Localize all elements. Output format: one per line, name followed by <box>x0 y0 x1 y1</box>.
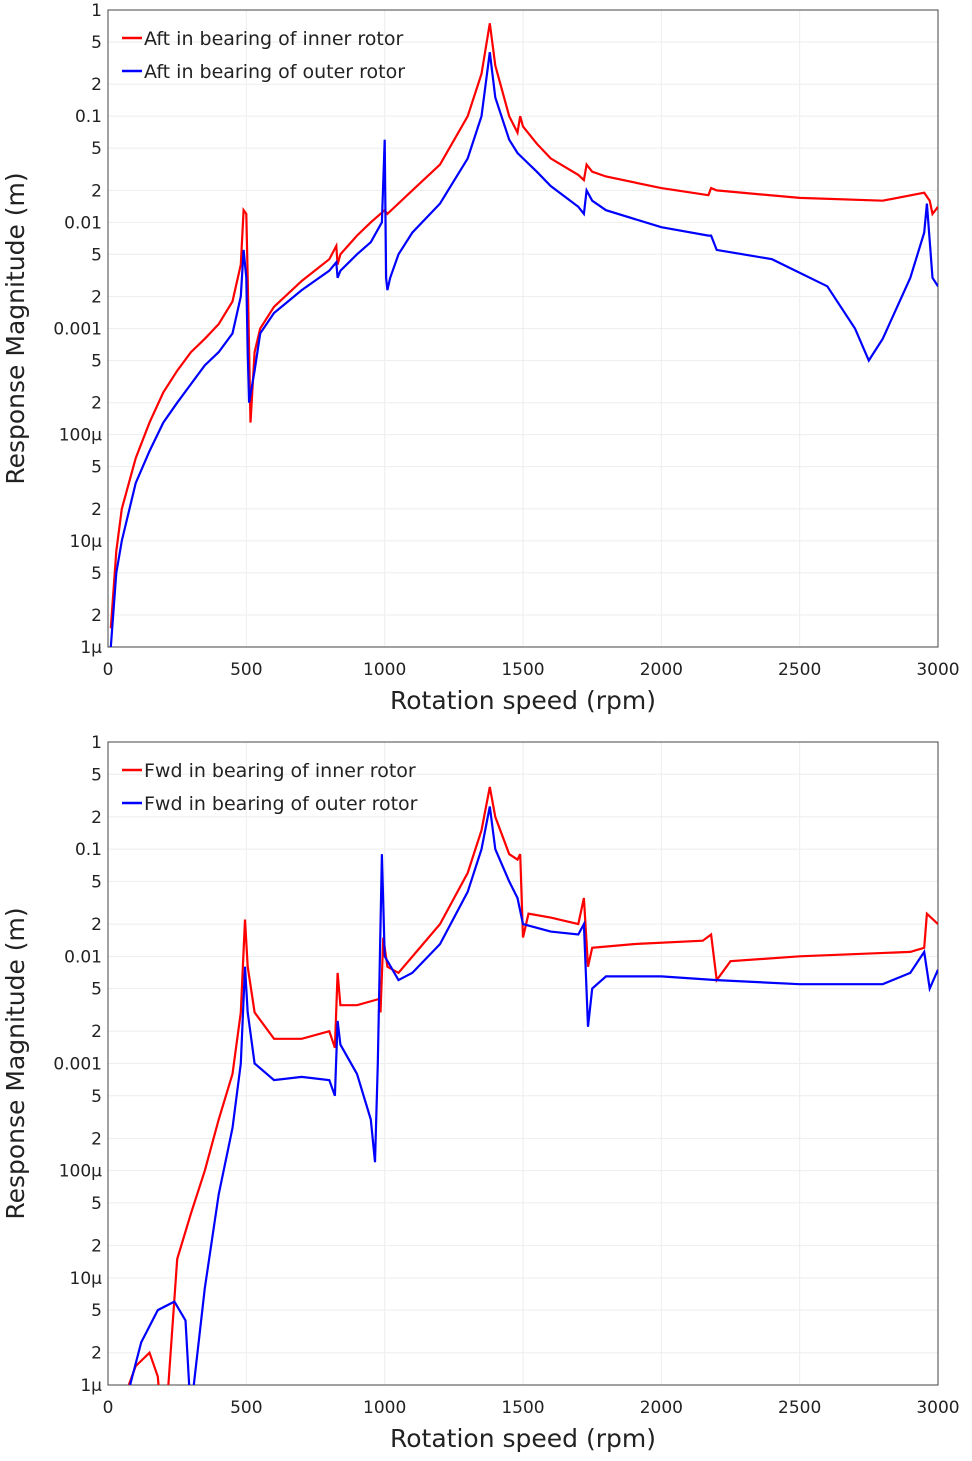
x-tick-label: 2500 <box>778 1398 821 1418</box>
chart: 0 500 1000 1500 2000 2500 3000 1 5 2 0.1 5 2 0.01 5 2 0.… <box>1 1 960 715</box>
x-tick-label: 3000 <box>916 660 959 680</box>
x-tick-label: 500 <box>230 660 262 680</box>
x-tick-label: 1500 <box>501 1398 544 1418</box>
y-tick-label: 0.01 <box>64 213 102 233</box>
y-tick-label: 2 <box>91 1344 102 1364</box>
y-tick-label: 5 <box>91 245 102 265</box>
x-axis-label: Rotation speed (rpm) <box>390 686 656 715</box>
y-tick-label: 2 <box>91 1022 102 1042</box>
x-tick-label: 1000 <box>363 1398 406 1418</box>
y-tick-label: 2 <box>91 394 102 414</box>
series-line <box>127 786 938 1385</box>
x-axis-label: Rotation speed (rpm) <box>390 1424 656 1453</box>
y-tick-label: 5 <box>91 1087 102 1107</box>
y-tick-label: 0.001 <box>53 1055 102 1075</box>
y-tick-label: 10μ <box>70 1269 103 1289</box>
series-line <box>129 806 938 1385</box>
series-line <box>109 52 938 647</box>
chart: 0 500 1000 1500 2000 2500 3000 1 5 2 0.1 5 2 0.01 5 2 0.… <box>1 733 960 1453</box>
y-tick-label: 5 <box>91 33 102 53</box>
plot-frame <box>107 9 939 648</box>
x-tick-label: 2000 <box>640 1398 683 1418</box>
y-tick-label: 0.1 <box>75 840 102 860</box>
x-tick-label: 2000 <box>640 660 683 680</box>
y-tick-label: 1μ <box>80 1376 102 1396</box>
y-tick-label: 2 <box>91 1129 102 1149</box>
legend-label: Fwd in bearing of outer rotor <box>144 793 418 815</box>
y-tick-label: 2 <box>91 808 102 828</box>
y-tick-label: 0.1 <box>75 107 102 127</box>
y-axis-label: Response Magnitude (m) <box>1 172 30 484</box>
y-tick-label: 5 <box>91 564 102 584</box>
y-tick-label: 0.001 <box>53 320 102 340</box>
legend-label: Aft in bearing of outer rotor <box>144 61 405 83</box>
y-tick-label: 2 <box>91 75 102 95</box>
legend-label: Aft in bearing of inner rotor <box>144 28 403 50</box>
lines <box>127 786 938 1385</box>
series-line <box>109 23 938 629</box>
lines <box>109 23 938 647</box>
x-tick-label: 3000 <box>916 1398 959 1418</box>
x-tick-label: 2500 <box>778 660 821 680</box>
y-tick-label: 2 <box>91 500 102 520</box>
y-tick-label: 2 <box>91 1237 102 1257</box>
x-tick-label: 0 <box>103 660 114 680</box>
x-tick-label: 0 <box>103 1398 114 1418</box>
y-tick-label: 1 <box>91 733 102 753</box>
y-tick-label: 10μ <box>70 532 103 552</box>
y-tick-label: 5 <box>91 1301 102 1321</box>
y-tick-label: 5 <box>91 980 102 1000</box>
x-tick-label: 500 <box>230 1398 262 1418</box>
y-tick-label: 1μ <box>80 638 102 658</box>
y-tick-label: 2 <box>91 288 102 308</box>
legend-label: Fwd in bearing of inner rotor <box>144 760 416 782</box>
y-tick-label: 2 <box>91 606 102 626</box>
y-tick-label: 0.01 <box>64 947 102 967</box>
y-tick-label: 5 <box>91 872 102 892</box>
x-tick-label: 1500 <box>501 660 544 680</box>
y-tick-label: 1 <box>91 1 102 21</box>
y-tick-label: 100μ <box>59 1162 102 1182</box>
y-tick-label: 100μ <box>59 426 102 446</box>
y-tick-label: 2 <box>91 915 102 935</box>
y-tick-label: 2 <box>91 181 102 201</box>
y-tick-label: 5 <box>91 139 102 159</box>
x-tick-label: 1000 <box>363 660 406 680</box>
plot-frame <box>107 741 939 1386</box>
y-tick-label: 5 <box>91 351 102 371</box>
y-tick-label: 5 <box>91 458 102 478</box>
y-tick-label: 5 <box>91 765 102 785</box>
y-axis-label: Response Magnitude (m) <box>1 907 30 1219</box>
y-tick-label: 5 <box>91 1194 102 1214</box>
